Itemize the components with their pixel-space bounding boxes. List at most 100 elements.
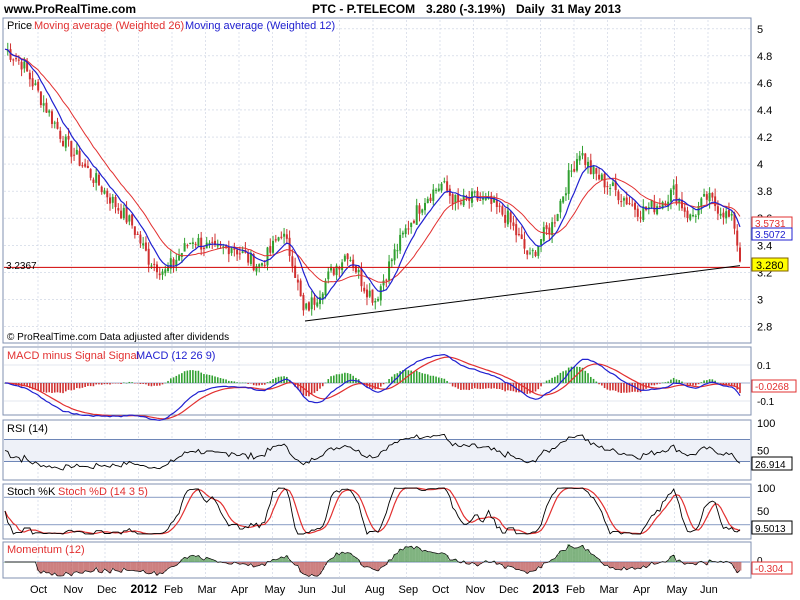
macd-histogram-bar <box>167 380 169 383</box>
momentum-bar <box>669 556 673 562</box>
price-panel <box>2 17 752 344</box>
candle-body <box>639 217 642 219</box>
candle-body <box>332 268 335 275</box>
macd-histogram-bar <box>120 383 122 384</box>
candle-body <box>553 222 556 224</box>
macd-histogram-bar <box>523 383 526 394</box>
candle-body <box>537 245 540 256</box>
momentum-bar <box>119 562 123 573</box>
macd-histogram-bar <box>48 383 51 393</box>
momentum-bar <box>362 562 366 568</box>
candle-body <box>346 253 349 260</box>
momentum-bar <box>332 557 336 562</box>
momentum-bar <box>398 549 402 562</box>
momentum-bar <box>108 562 112 574</box>
chart-date: 31 May 2013 <box>551 2 621 16</box>
x-tick-label: Feb <box>566 584 585 596</box>
momentum-bar <box>724 561 728 562</box>
candle-body <box>647 207 650 209</box>
momentum-bar <box>583 550 587 562</box>
candle-body <box>352 259 355 268</box>
candle-body <box>424 203 426 211</box>
macd-histogram-bar <box>484 383 487 389</box>
macd-line <box>4 353 741 421</box>
stoch-tick-label: 50 <box>757 506 769 518</box>
momentum-bar <box>53 562 57 573</box>
macd-histogram-bar <box>382 383 385 385</box>
momentum-bar <box>387 559 391 562</box>
momentum-bar <box>161 562 164 574</box>
candle-body <box>56 121 59 129</box>
candle-body <box>418 205 421 214</box>
macd-histogram-bar <box>504 383 506 392</box>
candle-body <box>631 204 634 206</box>
candle-body <box>73 154 76 156</box>
candle-body <box>269 246 272 253</box>
candle-body <box>202 247 205 250</box>
macd-histogram-bar <box>156 383 158 386</box>
momentum-bar <box>249 562 253 564</box>
candle-body <box>343 255 346 261</box>
ma26-line <box>4 48 741 283</box>
candle-body <box>722 212 725 218</box>
close-badge: 3.280 <box>751 257 789 272</box>
candle-body <box>686 210 689 219</box>
candle-body <box>324 280 327 296</box>
momentum-bar <box>553 558 557 562</box>
momentum-bar <box>476 562 479 566</box>
momentum-line <box>5 544 741 577</box>
x-tick-label: May <box>667 584 688 596</box>
momentum-bar <box>686 562 689 564</box>
macd-histogram-bar <box>697 383 700 385</box>
momentum-bar <box>528 562 532 572</box>
candle-body <box>377 298 380 301</box>
macd-histogram-bar <box>415 370 418 383</box>
macd-histogram-bar <box>111 383 114 384</box>
momentum-bar <box>357 559 361 562</box>
candle-body <box>501 206 504 215</box>
momentum-bar <box>147 562 151 574</box>
macd-histogram-bar <box>241 382 244 384</box>
momentum-bar <box>473 562 477 564</box>
macd-histogram-bar <box>335 374 338 383</box>
momentum-bar <box>365 562 369 567</box>
candle-body <box>437 188 440 191</box>
macd-histogram-bar <box>109 383 111 385</box>
candle-body <box>316 302 319 307</box>
candle-body <box>272 240 275 253</box>
macd-histogram-bar <box>26 383 28 387</box>
candle-body <box>294 265 297 278</box>
candle-body <box>669 189 672 202</box>
momentum-bar <box>459 562 463 563</box>
macd-histogram-bar <box>297 383 299 390</box>
x-tick-label: Nov <box>466 584 486 596</box>
candle-body <box>296 279 299 283</box>
candle-body <box>705 194 708 200</box>
site-name: www.ProRealTime.com <box>3 2 136 16</box>
macd-histogram-bar <box>454 383 457 388</box>
candle-body <box>233 247 236 250</box>
momentum-bar <box>174 562 178 566</box>
macd-histogram-bar <box>81 383 84 388</box>
macd-tick-label: -0.1 <box>757 397 775 408</box>
candle-body <box>703 194 706 197</box>
macd-histogram-bar <box>562 371 564 383</box>
momentum-bar <box>498 562 502 564</box>
macd-histogram-bar <box>440 378 443 383</box>
momentum-bar <box>346 552 350 562</box>
macd-histogram-bar <box>706 380 708 383</box>
momentum-bar <box>238 562 242 565</box>
momentum-bar <box>92 562 95 572</box>
momentum-bar <box>343 553 347 562</box>
macd-histogram-bar <box>648 383 650 388</box>
macd-histogram-bar <box>87 383 89 387</box>
macd-histogram-bar <box>559 372 562 383</box>
candle-body <box>180 253 183 257</box>
macd-histogram-bar <box>62 383 64 394</box>
candle-body <box>390 259 393 262</box>
momentum-bar <box>617 562 620 570</box>
macd-histogram-bar <box>310 383 313 395</box>
momentum-bar <box>605 562 609 566</box>
macd-histogram-bar <box>78 383 81 389</box>
